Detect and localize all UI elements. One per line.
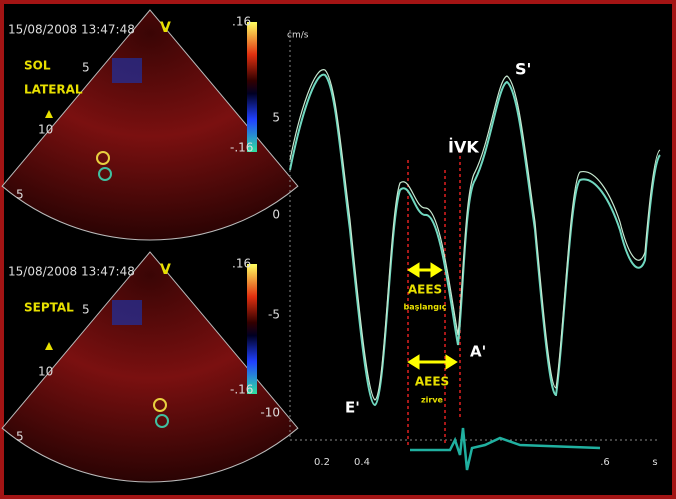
color-bar — [247, 264, 257, 394]
depth-label: 5 — [16, 188, 24, 202]
scale-min: -.16 — [230, 383, 253, 397]
annotation: A' — [470, 343, 486, 361]
scale-max: .16 — [232, 15, 251, 29]
annotation: zirve — [421, 396, 444, 405]
color-flow — [112, 300, 142, 325]
x-label: .6 — [600, 457, 610, 468]
scale-min: -.16 — [230, 141, 253, 155]
depth-label: 10 — [38, 365, 53, 379]
timestamp: 15/08/2008 13:47:48 — [8, 23, 135, 37]
view-label: SOL — [24, 59, 51, 73]
view-label: LATERAL — [24, 83, 83, 97]
depth-label: 10 — [38, 123, 53, 137]
x-label: 0.4 — [354, 457, 370, 468]
y-label: -5 — [268, 308, 280, 322]
unit: cm/s — [287, 31, 309, 41]
depth-label: 5 — [16, 430, 24, 444]
view-label: SEPTAL — [24, 301, 74, 315]
y-label: 5 — [272, 111, 280, 125]
mode: V — [160, 20, 171, 36]
color-bar — [247, 22, 257, 152]
mode: V — [160, 262, 171, 278]
depth-label: 5 — [82, 303, 90, 317]
annotation: İVK — [448, 138, 479, 157]
figure: 15/08/2008 13:47:48 V .16 -.16 SOL LATERAL 5 10… — [0, 0, 676, 499]
annotation: başlangıç — [404, 303, 447, 312]
annotation: AEES — [415, 375, 449, 389]
annotation: AEES — [408, 283, 442, 297]
y-label: 0 — [272, 208, 280, 222]
x-label: s — [652, 457, 657, 468]
depth-label: 5 — [82, 61, 90, 75]
scale-max: .16 — [232, 257, 251, 271]
x-label: 0.2 — [314, 457, 330, 468]
annotation: S' — [515, 60, 531, 79]
y-label: -10 — [260, 406, 280, 420]
color-flow — [112, 58, 142, 83]
annotation: E' — [345, 399, 360, 417]
timestamp: 15/08/2008 13:47:48 — [8, 265, 135, 279]
